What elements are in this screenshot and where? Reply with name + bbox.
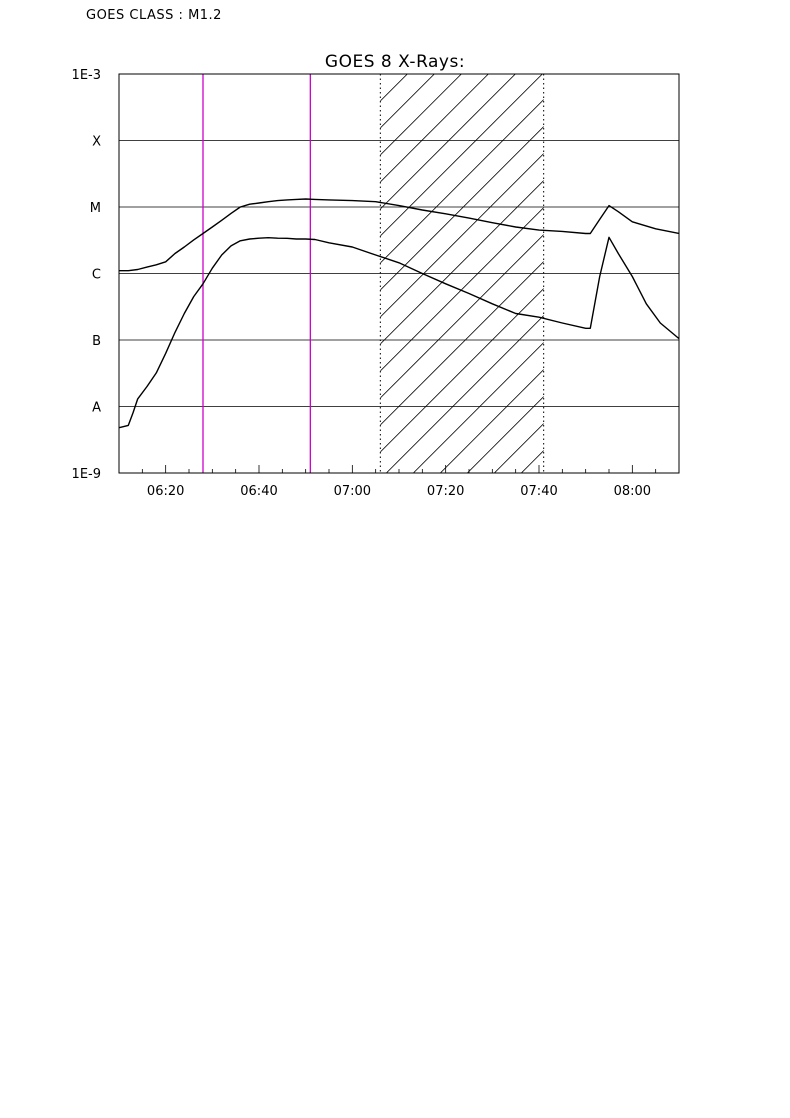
hatch-line <box>413 342 544 473</box>
hatch-line <box>380 74 489 183</box>
y-tick-label: M <box>90 201 101 216</box>
chart-title: GOES 8 X-Rays: <box>325 52 465 72</box>
hatch-line <box>380 207 544 372</box>
vertical-markers <box>202 74 545 473</box>
hatch-line <box>380 234 544 399</box>
goes-class-label: GOES CLASS : M1.2 <box>86 8 222 23</box>
x-tick-label: 06:20 <box>147 484 184 499</box>
hatch-line <box>380 126 544 291</box>
x-tick-label: 08:00 <box>614 484 651 499</box>
y-tick-label: A <box>92 401 101 416</box>
x-tick-label: 06:40 <box>240 484 277 499</box>
x-axis: 06:20 06:40 07:00 07:20 07:40 08:00 <box>141 465 657 499</box>
y-tick-label: X <box>92 135 101 150</box>
flux-line-long <box>119 198 679 272</box>
hatch-line <box>380 180 544 345</box>
hatch-line <box>440 369 544 473</box>
hatch-line <box>386 315 544 473</box>
hatch-line <box>380 74 543 237</box>
hatch-line <box>380 99 544 264</box>
y-tick-label: 1E-3 <box>72 68 101 83</box>
y-axis: 1E-3 X M C B A 1E-9 <box>72 68 102 482</box>
y-tick-label: C <box>92 268 101 283</box>
y-tick-label: B <box>92 334 101 349</box>
hatch-line <box>380 74 516 210</box>
x-tick-label: 07:20 <box>427 484 464 499</box>
hatch-line <box>467 396 544 473</box>
x-tick-label: 07:00 <box>334 484 371 499</box>
hatch-line <box>380 288 544 453</box>
y-tick-label: 1E-9 <box>72 467 101 482</box>
hatch-line <box>380 74 462 156</box>
flux-series <box>119 198 679 429</box>
hatch-line <box>380 261 544 426</box>
x-tick-label: 07:40 <box>520 484 557 499</box>
flux-line-short <box>119 236 679 429</box>
